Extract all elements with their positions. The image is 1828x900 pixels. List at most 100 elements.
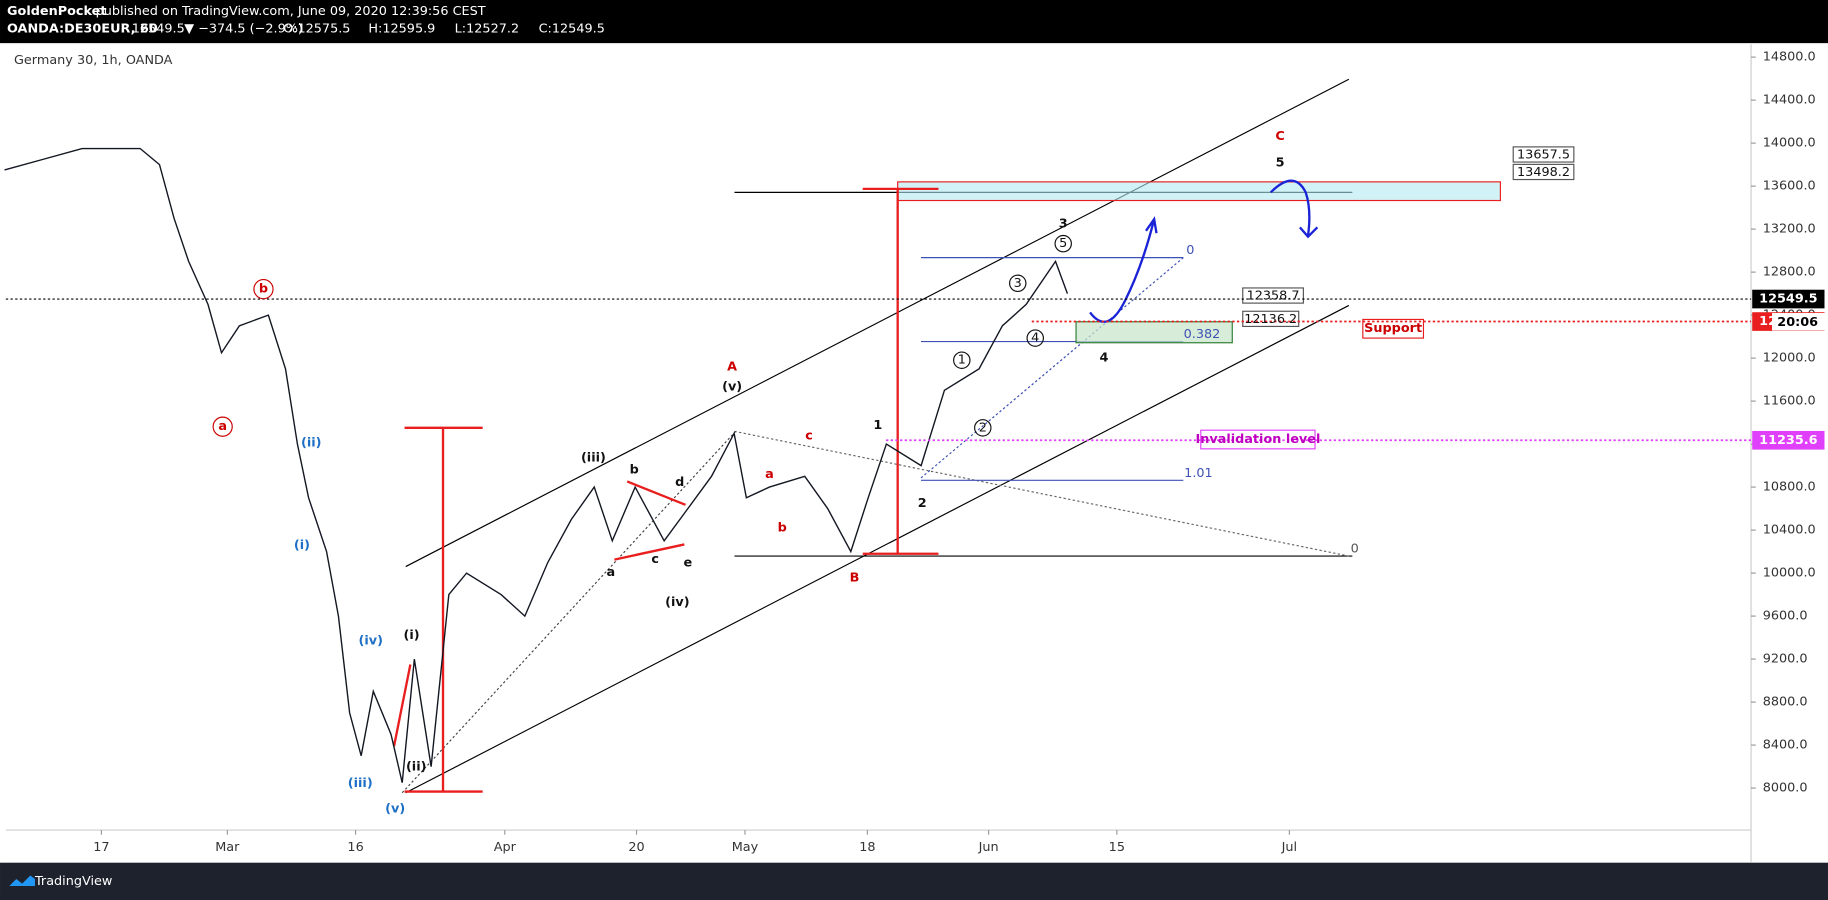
annotation: b: [259, 282, 268, 297]
arrow-up: [1089, 218, 1156, 323]
annotation: 4: [1100, 350, 1109, 365]
x-tick-label: 16: [347, 840, 363, 855]
annotation: (iii): [581, 451, 606, 466]
annotation: 2: [979, 420, 987, 435]
annotation: b: [630, 462, 639, 477]
channel-lower: [405, 304, 1350, 794]
y-tick-label: 13200.0: [1763, 222, 1816, 237]
annotation: 1.01: [1184, 466, 1213, 481]
y-tick-label: 8000.0: [1763, 781, 1808, 796]
trend-dotted: [734, 430, 1349, 557]
logo: [9, 875, 35, 887]
annotation: e: [683, 556, 692, 571]
annotation: (i): [403, 628, 419, 643]
y-tick-label: 12800.0: [1763, 265, 1816, 280]
timer: 20:06: [1777, 315, 1818, 330]
annotation-circle: [974, 419, 992, 437]
x-tick-label: Mar: [215, 840, 240, 855]
annotation-circle: [1054, 234, 1072, 253]
symbol: OANDA:DE30EUR, 60: [7, 22, 158, 37]
y-tick-label: 14400.0: [1763, 93, 1816, 108]
footer-bar: [0, 862, 1828, 900]
measure-red: [392, 187, 939, 793]
x-tick-label: 18: [859, 840, 875, 855]
annotation: 1: [958, 353, 966, 368]
annotation: (iv): [359, 634, 383, 649]
annotation: (iii): [348, 776, 373, 791]
price-callout: [1512, 163, 1575, 181]
y-tick-label: 9600.0: [1763, 609, 1808, 624]
y-tick-label: 14000.0: [1763, 136, 1816, 151]
y-tick-label: 10000.0: [1763, 566, 1816, 581]
open: O:12575.5: [283, 22, 350, 37]
annotation: C: [1275, 129, 1284, 144]
annotation: 0: [1351, 542, 1359, 557]
annotation: (ii): [301, 436, 322, 451]
support-box: [1362, 318, 1425, 339]
annotation: c: [805, 429, 813, 444]
price-marker-label: 12549.5: [1759, 292, 1817, 307]
annotation-circle: [1009, 274, 1027, 293]
author: GoldenPocket: [7, 4, 106, 19]
annotation: a: [765, 467, 774, 482]
annotation: 13657.5: [1517, 148, 1570, 163]
y-tick-label: 12000.0: [1763, 351, 1816, 366]
arrow-down: [1269, 179, 1311, 236]
y-tick-label: 10400.0: [1763, 523, 1816, 538]
annotation-circle: [212, 416, 233, 437]
annotation: c: [651, 552, 659, 567]
x-tick-label: Jun: [978, 840, 999, 855]
price-line: [4, 147, 1069, 783]
annotation: (ii): [406, 760, 427, 775]
annotation: (v): [385, 802, 405, 817]
trend-dotted: [401, 430, 737, 794]
annotation: 4: [1031, 331, 1039, 346]
low: L:12527.2: [455, 22, 519, 37]
annotation: 5: [1276, 156, 1285, 171]
annotation-circle: [1026, 329, 1044, 347]
x-tick-label: Jul: [1281, 840, 1297, 855]
annotation: 0.382: [1184, 327, 1221, 342]
annotation-circle: [953, 351, 971, 369]
timer-box: [1772, 313, 1825, 331]
y-tick-label: 8400.0: [1763, 738, 1808, 753]
y-tick-label: 10800.0: [1763, 480, 1816, 495]
arrow-head: [1145, 216, 1158, 234]
change: ▼ −374.5 (−2.9%): [184, 22, 303, 37]
annotation: 1: [873, 418, 882, 433]
x-tick-label: May: [732, 840, 759, 855]
annotation: B: [850, 571, 860, 586]
annotation: 3: [1059, 216, 1068, 231]
y-tick-label: 13600.0: [1763, 179, 1816, 194]
target-zone: [897, 181, 1501, 202]
published: published on TradingView.com, June 09, 2…: [96, 4, 486, 19]
annotation-circle: [253, 278, 274, 300]
annotation: Invalidation level: [1195, 432, 1320, 447]
annotation: A: [727, 360, 737, 375]
x-tick-label: 20: [628, 840, 644, 855]
price-marker: [1752, 289, 1825, 309]
drawings: [392, 78, 1575, 794]
x-tick-label: 15: [1109, 840, 1125, 855]
y-tick-label: 11600.0: [1763, 394, 1816, 409]
annotation: 2: [918, 496, 927, 511]
annotation: 0: [1186, 243, 1194, 258]
header-bar: [0, 0, 1828, 44]
x-tick-label: 17: [93, 840, 109, 855]
arrow-head: [1299, 226, 1319, 239]
y-tick-label: 9200.0: [1763, 652, 1808, 667]
last: 12549.5: [132, 22, 185, 37]
high: H:12595.9: [368, 22, 435, 37]
annotation: a: [218, 419, 227, 434]
fib-trend: [920, 257, 1184, 479]
annotation: Support: [1364, 321, 1422, 336]
x-tick-label: Apr: [494, 840, 517, 855]
price-callout: [1242, 310, 1300, 328]
annotation: 13498.2: [1517, 165, 1570, 180]
annotation: (iv): [665, 595, 689, 610]
annotation: 3: [1014, 276, 1022, 291]
y-tick-label: 8800.0: [1763, 695, 1808, 710]
y-tick-label: 14800.0: [1763, 50, 1816, 65]
